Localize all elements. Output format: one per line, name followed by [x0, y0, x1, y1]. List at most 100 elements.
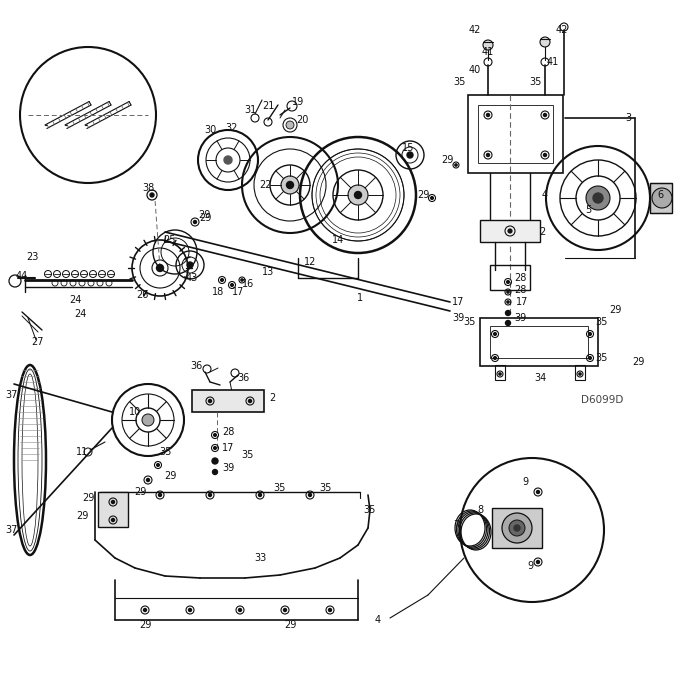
Text: 29: 29	[139, 620, 151, 630]
Bar	[98, 492, 128, 527]
Text: 31: 31	[244, 105, 256, 115]
Text: 13: 13	[262, 267, 274, 277]
Text: 43: 43	[186, 273, 198, 283]
Text: 35: 35	[319, 483, 331, 493]
Text: 21: 21	[262, 101, 274, 111]
Text: 24: 24	[74, 309, 86, 319]
Text: 27: 27	[32, 337, 44, 347]
Text: 39: 39	[514, 313, 526, 323]
Circle shape	[209, 399, 211, 403]
Circle shape	[112, 519, 114, 521]
Text: 9: 9	[527, 561, 533, 571]
Text: 34: 34	[534, 373, 546, 383]
Text: 29: 29	[198, 210, 210, 220]
Text: 35: 35	[464, 317, 476, 327]
Text: 44: 44	[16, 271, 28, 281]
Circle shape	[508, 229, 512, 233]
Circle shape	[652, 188, 672, 208]
Text: 22: 22	[259, 180, 271, 190]
Text: 28: 28	[514, 273, 526, 283]
Text: 19: 19	[292, 97, 304, 107]
Text: 28: 28	[514, 285, 526, 295]
Circle shape	[212, 458, 218, 464]
Circle shape	[494, 333, 496, 336]
Circle shape	[486, 153, 490, 157]
Text: 11: 11	[76, 447, 88, 457]
Bar	[490, 326, 588, 358]
Text: 29: 29	[632, 357, 644, 367]
Text: 37: 37	[6, 390, 18, 400]
Circle shape	[486, 113, 490, 117]
Text: 39: 39	[222, 463, 234, 473]
Circle shape	[494, 357, 496, 359]
Text: 36: 36	[190, 361, 202, 371]
Circle shape	[455, 164, 457, 166]
Text: 29: 29	[199, 213, 211, 223]
Text: 12: 12	[304, 257, 316, 267]
Bar	[192, 390, 264, 412]
Circle shape	[156, 464, 159, 466]
Bar	[478, 105, 553, 163]
Circle shape	[514, 525, 520, 531]
Text: 3: 3	[625, 113, 631, 123]
Text: 10: 10	[129, 407, 141, 417]
Text: 8: 8	[477, 505, 483, 515]
Text: 7: 7	[453, 520, 459, 530]
Text: 4: 4	[375, 615, 381, 625]
Bar	[495, 365, 505, 380]
Circle shape	[231, 283, 233, 286]
Circle shape	[505, 321, 511, 325]
Text: 29: 29	[82, 493, 95, 503]
Text: 29: 29	[609, 305, 622, 315]
Circle shape	[286, 121, 294, 129]
Circle shape	[188, 608, 192, 612]
Text: 29: 29	[164, 471, 176, 481]
Text: 20: 20	[296, 115, 308, 125]
Text: 28: 28	[222, 427, 234, 437]
Circle shape	[507, 291, 509, 293]
Circle shape	[537, 561, 539, 563]
Bar	[480, 318, 598, 366]
Text: 17: 17	[452, 297, 464, 307]
Circle shape	[156, 264, 163, 271]
Circle shape	[142, 414, 154, 426]
Text: 42: 42	[556, 25, 568, 35]
Circle shape	[507, 301, 509, 303]
Text: 29: 29	[417, 190, 429, 200]
Text: 6: 6	[657, 190, 663, 200]
Circle shape	[194, 220, 197, 224]
Circle shape	[146, 479, 150, 481]
Text: 35: 35	[274, 483, 286, 493]
Text: 4: 4	[542, 190, 548, 200]
Text: 35: 35	[596, 317, 608, 327]
Text: 17: 17	[222, 443, 234, 453]
Text: 29: 29	[441, 155, 453, 165]
Circle shape	[499, 373, 501, 375]
Text: 29: 29	[134, 487, 146, 497]
Text: 35: 35	[159, 447, 171, 457]
Circle shape	[593, 193, 603, 203]
Circle shape	[214, 447, 216, 450]
Circle shape	[543, 153, 547, 157]
Circle shape	[537, 490, 539, 494]
Text: 35: 35	[596, 353, 608, 363]
Text: 23: 23	[26, 252, 38, 262]
Circle shape	[589, 357, 592, 359]
Text: 37: 37	[6, 525, 18, 535]
Circle shape	[224, 156, 232, 164]
Text: 17: 17	[516, 297, 528, 307]
Circle shape	[586, 186, 610, 210]
Text: 24: 24	[69, 295, 81, 305]
Circle shape	[543, 113, 547, 117]
Text: 33: 33	[254, 553, 266, 563]
Circle shape	[505, 311, 511, 315]
Bar	[468, 95, 563, 173]
Circle shape	[112, 500, 114, 504]
Text: 25: 25	[164, 235, 176, 245]
Circle shape	[354, 191, 362, 199]
Text: 32: 32	[226, 123, 238, 133]
Circle shape	[214, 434, 216, 437]
Circle shape	[502, 513, 532, 543]
Circle shape	[241, 279, 243, 281]
Circle shape	[328, 608, 332, 612]
